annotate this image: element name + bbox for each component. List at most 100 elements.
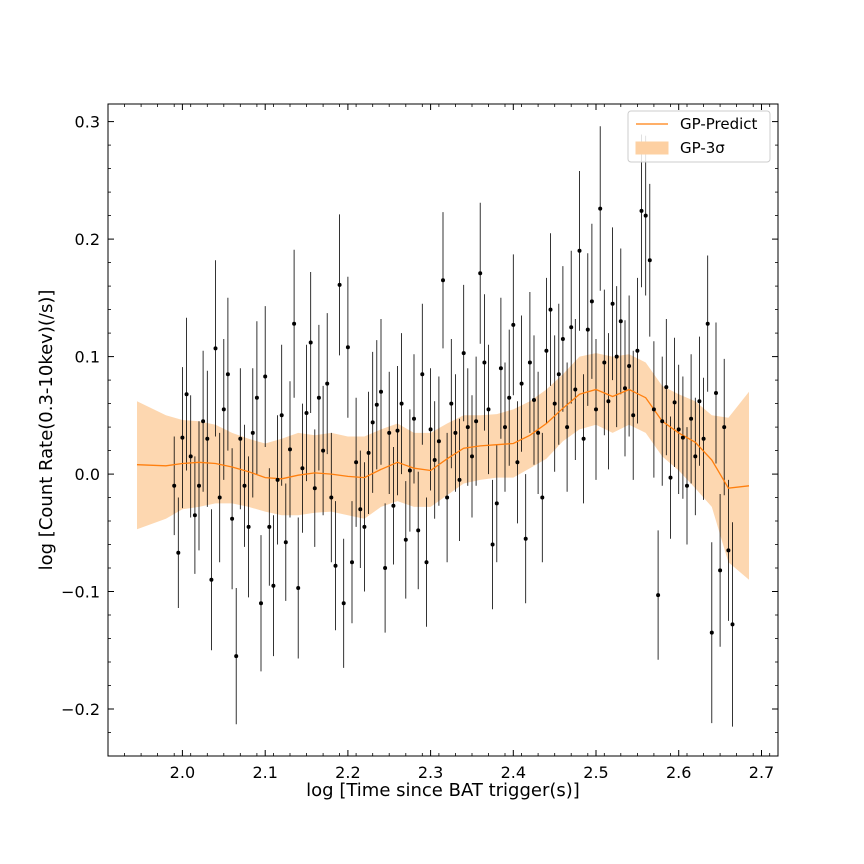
y-tick-label: −0.2 — [61, 700, 100, 719]
point-layer — [172, 206, 735, 659]
y-tick-label: 0.1 — [75, 348, 100, 367]
data-point — [465, 425, 470, 430]
data-point — [560, 337, 565, 341]
data-point — [507, 395, 512, 400]
data-point — [656, 593, 661, 598]
data-point — [341, 601, 346, 606]
data-point — [345, 345, 350, 350]
data-point — [279, 413, 284, 418]
gp-line-layer — [136, 388, 750, 489]
data-point — [370, 420, 375, 425]
data-point — [503, 425, 507, 430]
data-point — [705, 321, 710, 326]
data-point — [407, 468, 412, 473]
legend: GP-Predict GP-3σ — [627, 110, 771, 163]
data-point — [594, 407, 598, 412]
data-point — [308, 340, 313, 345]
data-point — [436, 439, 441, 444]
data-point — [618, 319, 623, 324]
data-point — [259, 601, 263, 606]
data-point — [519, 381, 524, 386]
data-point — [180, 435, 185, 440]
data-point — [304, 411, 309, 415]
data-point — [515, 460, 520, 465]
data-point — [395, 428, 400, 433]
data-point — [271, 583, 276, 588]
y-tick-label: −0.1 — [61, 583, 100, 602]
data-point — [225, 372, 230, 377]
data-point — [730, 622, 735, 627]
data-point — [602, 360, 607, 365]
data-point — [424, 560, 429, 565]
data-point — [403, 537, 408, 542]
y-tick-label: 0.2 — [75, 230, 100, 249]
data-point — [680, 435, 685, 440]
data-point — [383, 566, 388, 570]
y-tick-label: 0.0 — [75, 465, 100, 484]
data-point — [325, 381, 330, 386]
data-point — [498, 366, 503, 371]
legend-band-swatch — [635, 141, 669, 155]
data-point — [184, 392, 189, 397]
data-point — [494, 501, 499, 506]
data-point — [685, 483, 689, 488]
data-point — [416, 528, 421, 533]
data-point — [585, 327, 590, 332]
data-point — [523, 536, 528, 541]
data-point — [651, 407, 656, 412]
data-point — [230, 516, 235, 521]
data-point — [693, 454, 698, 459]
data-point — [660, 419, 665, 424]
data-point — [296, 586, 301, 590]
x-tick-label: 2.2 — [335, 763, 360, 782]
data-point — [250, 430, 255, 435]
data-point — [573, 387, 578, 392]
data-point — [267, 524, 272, 529]
data-point — [412, 416, 416, 421]
data-point — [449, 401, 454, 406]
data-point — [672, 400, 677, 405]
data-point — [610, 301, 615, 306]
x-tick-label: 2.5 — [583, 763, 608, 782]
data-point — [482, 360, 487, 365]
data-point — [544, 348, 549, 353]
legend-label-gp-predict: GP-Predict — [680, 115, 758, 133]
data-point — [209, 577, 214, 582]
data-point — [420, 372, 425, 377]
data-point — [362, 524, 367, 529]
data-point — [623, 386, 627, 391]
data-point — [192, 513, 197, 518]
data-point — [548, 307, 553, 312]
data-point — [263, 374, 268, 379]
data-point — [490, 542, 495, 547]
data-point — [283, 540, 288, 545]
data-point — [316, 395, 321, 400]
data-point — [486, 407, 491, 412]
data-point — [333, 563, 338, 568]
data-point — [676, 427, 681, 432]
data-point — [221, 407, 226, 412]
data-point — [478, 271, 483, 276]
data-point — [639, 208, 644, 213]
plot-frame — [107, 103, 779, 757]
data-point — [714, 391, 718, 395]
data-point — [631, 413, 636, 418]
data-point — [457, 477, 462, 482]
data-point — [614, 354, 619, 359]
data-point — [176, 550, 181, 555]
data-point — [234, 654, 239, 659]
data-point — [350, 560, 354, 565]
gp-predict-line — [136, 388, 750, 489]
data-point — [532, 398, 536, 402]
data-point — [391, 503, 396, 508]
data-point — [697, 399, 702, 404]
data-point — [312, 486, 317, 491]
x-tick-label: 2.1 — [252, 763, 277, 782]
data-point — [354, 460, 359, 465]
data-point — [366, 450, 371, 455]
data-point — [540, 495, 545, 500]
data-point — [205, 436, 210, 441]
data-point — [627, 364, 632, 368]
data-point — [474, 419, 479, 424]
